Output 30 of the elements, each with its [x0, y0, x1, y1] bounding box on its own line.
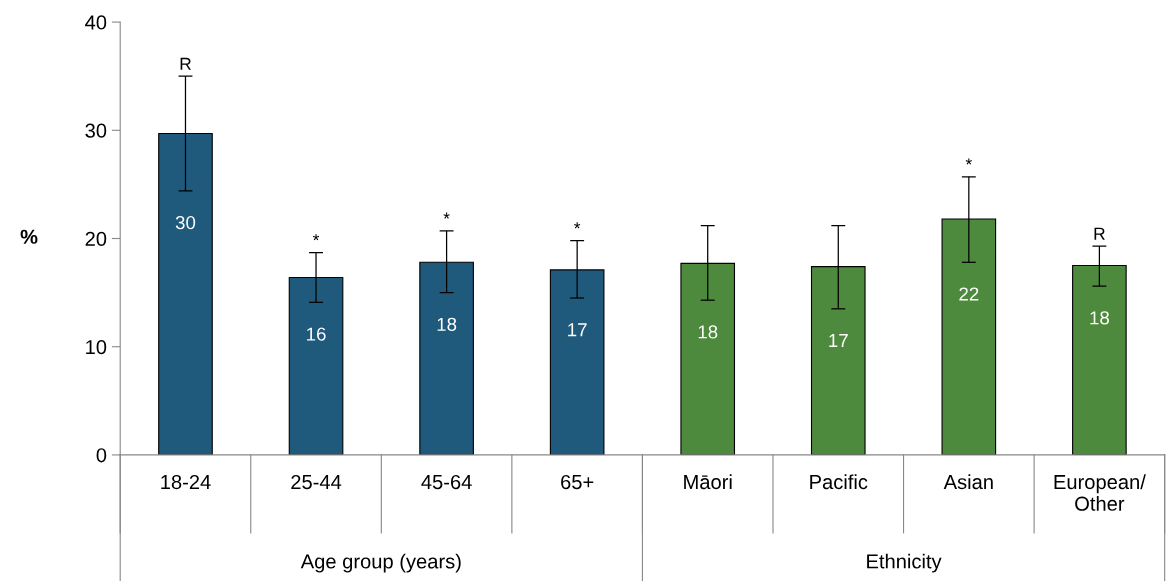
x-tick-label: 18-24 — [161, 474, 211, 490]
text: Ethnicity — [867, 553, 942, 573]
y-tick-label: 10 — [86, 339, 107, 355]
x-tick-label: 25-44 — [291, 474, 342, 490]
y-axis-title: % — [20, 229, 38, 244]
text: Age group (years) — [300, 553, 461, 573]
data-label: 22 — [959, 287, 979, 301]
y-tick-label: 0 — [96, 448, 107, 463]
annotation: * — [574, 222, 581, 229]
data-label: 18 — [1090, 311, 1109, 325]
data-label: 18 — [437, 317, 457, 331]
x-tick-label: 65+ — [561, 474, 594, 490]
annotation: * — [965, 158, 972, 165]
annotation: * — [312, 234, 320, 241]
x-tick-label: 45-64 — [421, 474, 472, 490]
annotation: R — [1094, 227, 1105, 240]
x-tick-label: European/ Other — [1054, 474, 1146, 511]
data-label: 18 — [698, 325, 718, 339]
data-label: 17 — [568, 323, 587, 337]
x-tick-label: Pacific — [810, 474, 868, 490]
x-tick-label: Asian — [943, 474, 993, 490]
y-tick-label: 20 — [85, 231, 107, 246]
annotation: * — [443, 212, 450, 219]
data-label: 16 — [307, 327, 326, 341]
annotation: R — [180, 57, 191, 70]
y-tick-label: 40 — [85, 15, 107, 30]
x-tick-label: Māori — [684, 474, 732, 490]
data-label: 17 — [829, 334, 848, 348]
y-tick-label: 30 — [85, 123, 107, 138]
data-label: 30 — [175, 215, 196, 230]
